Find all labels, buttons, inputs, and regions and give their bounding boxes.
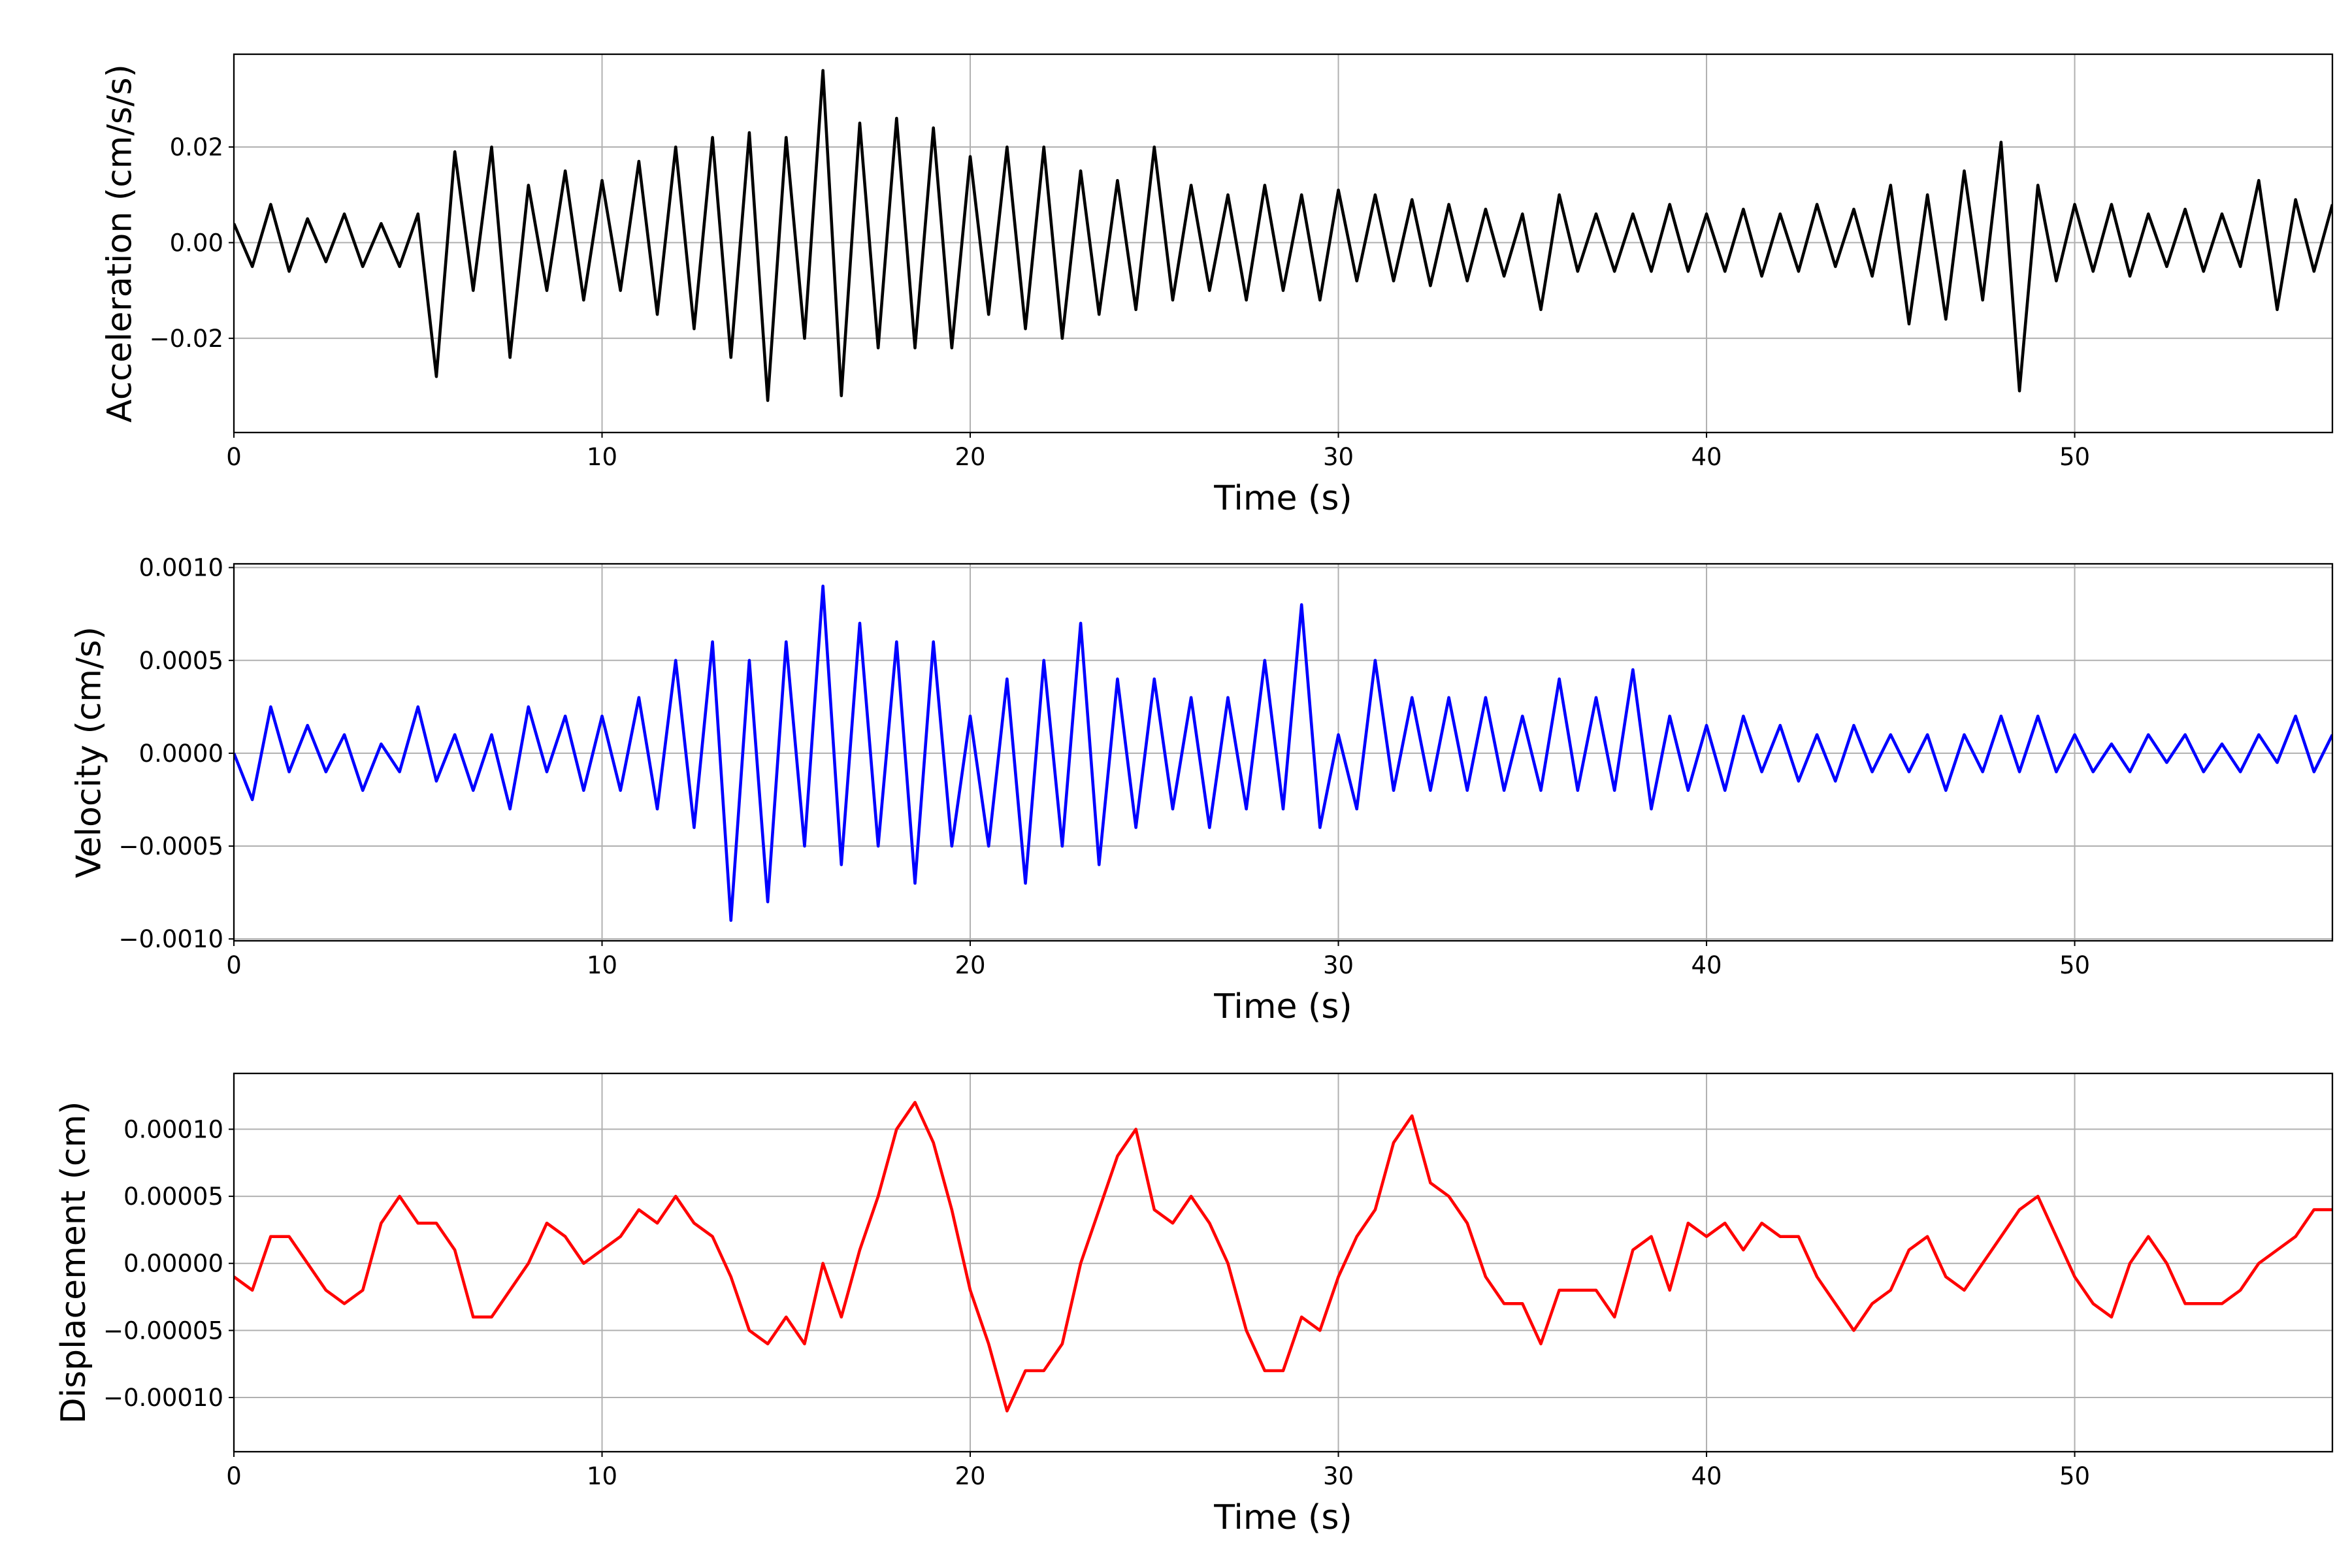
x-tick-label: 10 [587, 951, 617, 979]
subplot: 0 10 20 30 40 50 −0.0010 −0.0005 0.0000 0.0005 0.0… [70, 554, 2334, 1026]
y-tick-label: −0.02 [150, 325, 223, 353]
x-tick-label: 50 [2059, 1462, 2090, 1490]
axes-frame [233, 53, 2334, 434]
x-tick-label: 10 [587, 443, 617, 471]
x-tick-label: 20 [955, 951, 985, 979]
axes-frame [233, 563, 2334, 942]
y-tick-label: 0.0010 [139, 554, 223, 582]
x-axis-label: Time (s) [1213, 479, 1352, 518]
x-tick-label: 20 [955, 443, 985, 471]
y-tick-label: 0.0005 [139, 647, 223, 675]
x-tick-label: 40 [1691, 443, 1722, 471]
subplot: 0 10 20 30 40 50 −0.02 0.00 0.02 Time (s) Accelera… [101, 53, 2334, 518]
y-axis-label: Acceleration (cm/s/s) [101, 64, 140, 423]
subplot: 0 10 20 30 40 50 −0.00010 −0.00005 0.00000 0.0000… [54, 1072, 2334, 1537]
y-tick-label: −0.00005 [103, 1316, 223, 1345]
y-axis-label: Displacement (cm) [54, 1102, 93, 1424]
y-axis-label: Velocity (cm/s) [70, 627, 109, 878]
x-tick-label: 50 [2059, 951, 2090, 979]
data-line [234, 69, 2332, 402]
axes-frame [233, 1072, 2334, 1453]
y-tick-label: 0.00010 [123, 1115, 223, 1143]
y-tick-label: 0.00005 [123, 1183, 223, 1211]
x-tick-label: 50 [2059, 443, 2090, 471]
y-tick-label: −0.0010 [119, 925, 223, 953]
x-tick-label: 0 [226, 443, 242, 471]
x-tick-label: 10 [587, 1462, 617, 1490]
y-tick-label: −0.00010 [103, 1384, 223, 1412]
y-tick-label: 0.00 [170, 229, 223, 257]
x-tick-label: 0 [226, 951, 242, 979]
x-tick-label: 20 [955, 1462, 985, 1490]
x-tick-label: 0 [226, 1462, 242, 1490]
x-tick-label: 30 [1323, 1462, 1354, 1490]
data-line [234, 584, 2332, 923]
x-tick-label: 40 [1691, 1462, 1722, 1490]
x-tick-label: 30 [1323, 443, 1354, 471]
x-axis-label: Time (s) [1213, 987, 1352, 1026]
x-axis-label: Time (s) [1213, 1498, 1352, 1537]
y-tick-label: 0.00000 [123, 1250, 223, 1278]
data-line [234, 1101, 2332, 1413]
x-tick-label: 30 [1323, 951, 1354, 979]
y-tick-label: 0.02 [170, 133, 223, 161]
y-tick-label: −0.0005 [119, 832, 223, 860]
y-tick-label: 0.0000 [139, 740, 223, 768]
x-tick-label: 40 [1691, 951, 1722, 979]
